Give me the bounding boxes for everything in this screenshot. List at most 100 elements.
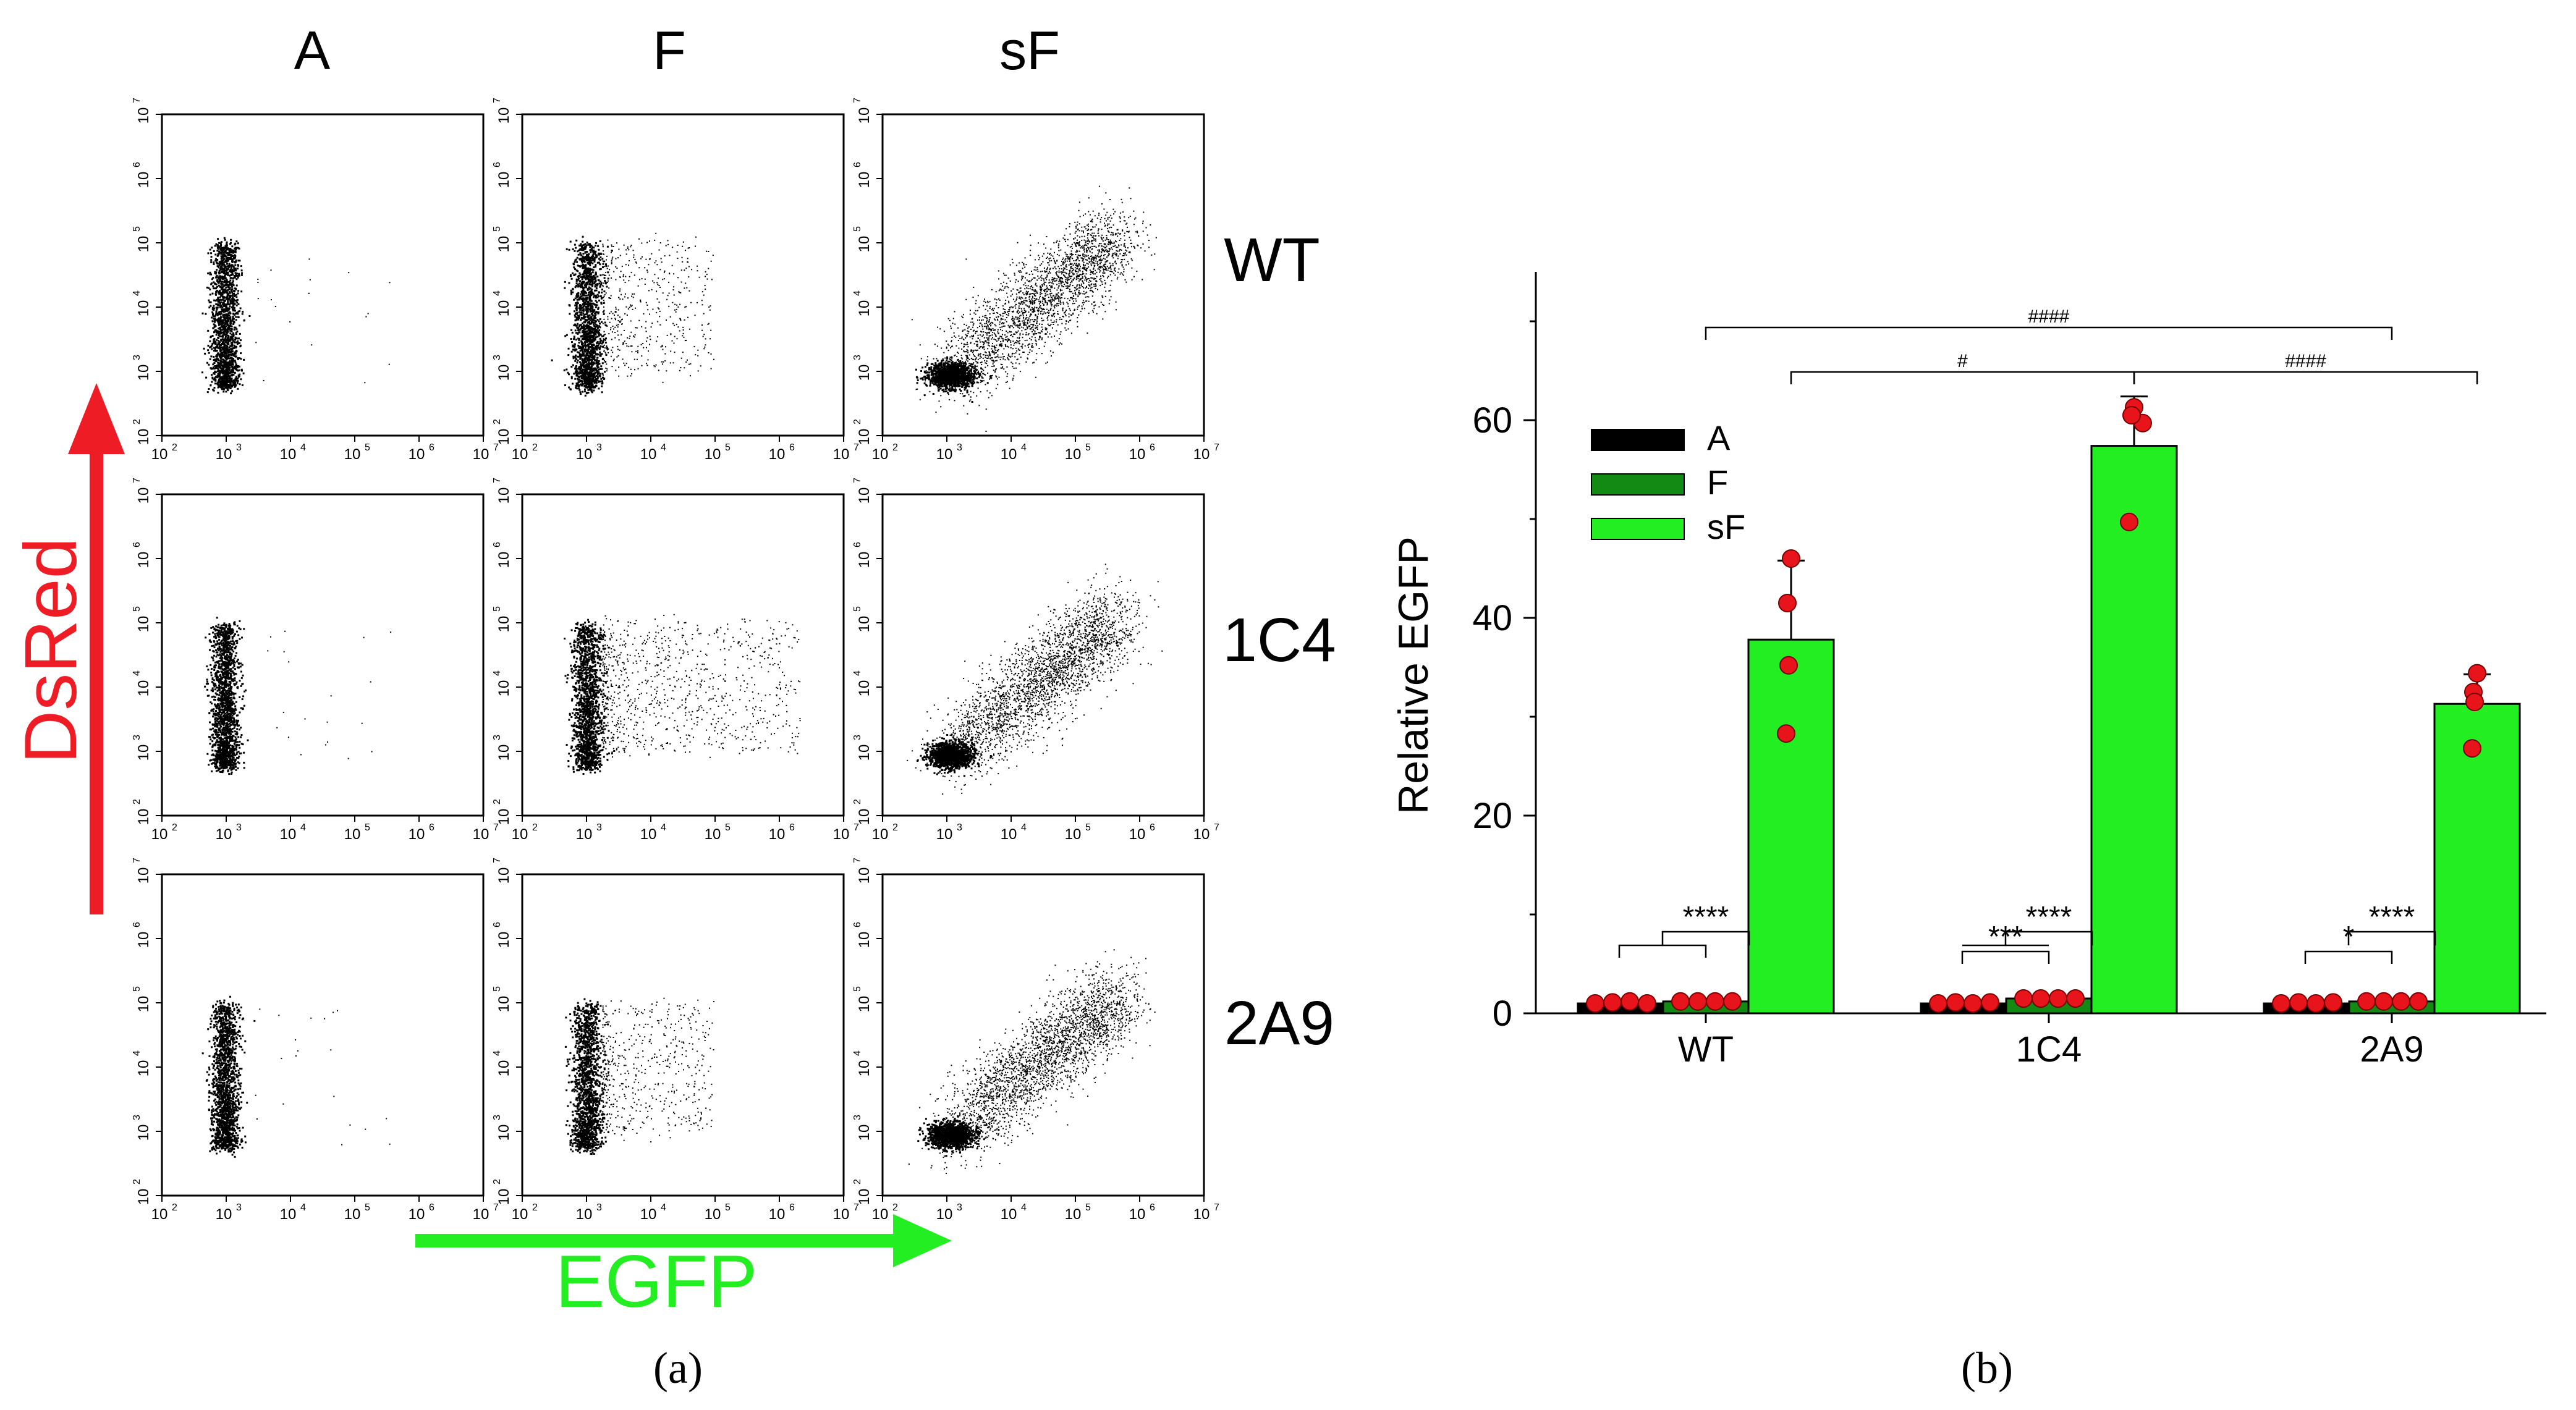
x-tick-exponent: 2: [892, 822, 898, 833]
x-tick-exponent: 7: [1214, 822, 1219, 833]
x-tick-label: 10: [705, 826, 721, 843]
x-tick-exponent: 3: [957, 442, 962, 453]
x-tick-exponent: 2: [172, 442, 177, 453]
y-tick-label: 10: [496, 300, 512, 317]
y-tick-label: 10: [135, 172, 152, 188]
y-axis-label: Relative EGFP: [1390, 536, 1437, 814]
y-tick-label: 10: [496, 1060, 512, 1077]
y-tick-exponent: 2: [852, 419, 863, 424]
x-tick-exponent: 2: [892, 1202, 898, 1213]
data-point-A-2A9: [2324, 993, 2342, 1012]
plot-frame: [161, 873, 485, 1197]
legend-label-sF: sF: [1707, 507, 1745, 546]
x-tick-exponent: 4: [300, 442, 306, 453]
x-tick-label: 10: [833, 826, 850, 843]
x-tick-label: 10: [473, 1206, 489, 1223]
x-tick-label-2A9: 2A9: [2360, 1029, 2423, 1070]
x-tick-exponent: 7: [493, 442, 499, 453]
y-tick-exponent: 5: [492, 986, 502, 992]
x-tick-label: 10: [872, 826, 889, 843]
x-tick-label: 10: [872, 446, 889, 463]
x-tick-label: 10: [1065, 446, 1082, 463]
x-tick-exponent: 3: [957, 1202, 962, 1213]
data-point-F-WT: [1671, 992, 1690, 1011]
y-tick-label: 10: [135, 300, 152, 317]
data-point-sF-WT: [1779, 656, 1798, 675]
panel-b-label: (b): [1961, 1343, 2013, 1393]
x-tick-exponent: 7: [1214, 442, 1219, 453]
legend-label-F: F: [1707, 463, 1728, 502]
sig-2a9-af-vs-sf-line: [2347, 931, 2436, 945]
y-tick-label: 10: [496, 365, 512, 381]
y-tick-exponent: 7: [852, 98, 863, 103]
x-tick-exponent: 4: [1021, 1202, 1027, 1213]
plot-frame: [521, 113, 845, 437]
x-tick-exponent: 6: [1150, 1202, 1155, 1213]
x-tick-label: 10: [1001, 446, 1017, 463]
y-tick-label: 10: [135, 108, 152, 124]
legend-swatch-F: [1591, 473, 1685, 496]
sig-1c4-a-vs-f-line: [1961, 950, 2050, 964]
y-tick-label: 10: [496, 868, 512, 884]
x-tick-label: 10: [344, 826, 361, 843]
scatter-dots: [551, 232, 714, 397]
x-tick-label: 10: [833, 446, 850, 463]
y-tick-exponent: 5: [132, 226, 142, 232]
scatter-dots: [564, 997, 714, 1155]
x-tick-exponent: 2: [172, 822, 177, 833]
data-point-sF-2A9: [2463, 739, 2481, 758]
y-tick-exponent: 4: [492, 670, 502, 676]
x-tick-exponent: 4: [661, 442, 666, 453]
data-point-F-WT: [1688, 992, 1707, 1011]
y-tick-label: 10: [496, 809, 512, 825]
y-tick-label: 10: [496, 996, 512, 1013]
data-point-F-2A9: [2409, 992, 2428, 1011]
y-tick-label: 10: [135, 680, 152, 697]
y-tick-exponent: 5: [852, 606, 863, 612]
plot-frame: [881, 113, 1205, 437]
x-tick-exponent: 5: [725, 822, 731, 833]
y-tick-exponent: 4: [852, 670, 863, 676]
y-tick-label: 10: [856, 552, 873, 568]
y-tick-exponent: 3: [492, 735, 502, 740]
sig-overall-3-label: ####: [2285, 351, 2326, 371]
x-tick-label: 10: [151, 826, 168, 843]
y-tick-exponent: 3: [492, 1115, 502, 1120]
x-tick-exponent: 5: [1085, 442, 1091, 453]
x-tick-exponent: 4: [1021, 442, 1027, 453]
y-tick-label: 10: [496, 932, 512, 948]
column-header-a: A: [294, 20, 331, 81]
y-tick-exponent: 7: [492, 98, 502, 103]
column-header-f: F: [653, 20, 686, 81]
plot-frame: [881, 873, 1205, 1197]
y-tick-exponent: 4: [852, 1050, 863, 1056]
y-tick-exponent: 2: [852, 1179, 863, 1184]
y-tick-exponent: 2: [132, 419, 142, 424]
y-tick-exponent: 6: [132, 542, 142, 547]
x-tick-label: 10: [833, 1206, 850, 1223]
x-tick-exponent: 5: [725, 442, 731, 453]
x-tick-label: 10: [1065, 826, 1082, 843]
x-tick-exponent: 2: [532, 822, 538, 833]
sig-1c4-af-vs-sf-line: [2004, 931, 2093, 945]
y-tick-label: 10: [856, 932, 873, 948]
x-tick-exponent: 4: [300, 822, 306, 833]
y-tick-label: 10: [135, 745, 152, 761]
x-tick-exponent: 7: [493, 1202, 499, 1213]
data-point-sF-WT: [1777, 724, 1795, 743]
x-tick-exponent: 3: [596, 1202, 602, 1213]
sig-1c4-af-vs-sf: ****: [2004, 901, 2093, 945]
sig-overall-3: ####: [2133, 351, 2478, 384]
y-tick-exponent: 7: [132, 98, 142, 103]
sig-overall-1-line: [1705, 326, 2393, 340]
data-point-F-1C4: [2014, 989, 2033, 1008]
x-tick-exponent: 5: [365, 822, 370, 833]
scatter-dots: [564, 614, 801, 775]
y-tick-label: 10: [496, 108, 512, 124]
y-tick-label: 10: [135, 1189, 152, 1205]
y-tick-label: 0: [1493, 994, 1512, 1034]
